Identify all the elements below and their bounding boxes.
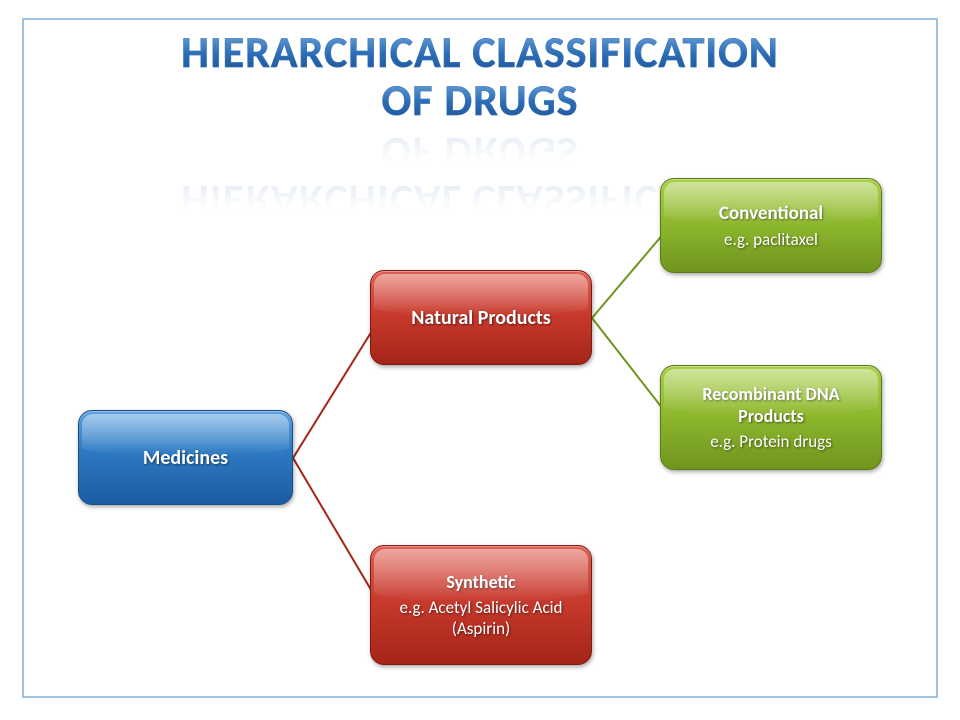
node-synthetic: Synthetic e.g. Acetyl Salicylic Acid (Asp… <box>370 545 592 665</box>
node-medicines: Medicines <box>78 410 293 505</box>
page-title: HIERARCHICAL CLASSIFICATION OF DRUGS <box>0 28 960 125</box>
title-line-1: HIERARCHICAL CLASSIFICATION <box>181 25 779 79</box>
node-label-main: Conventional <box>719 202 823 225</box>
node-conventional: Conventional e.g. paclitaxel <box>660 178 882 273</box>
node-label-main: Medicines <box>143 446 228 470</box>
node-recombinant: Recombinant DNA Products e.g. Protein dru… <box>660 365 882 470</box>
node-label-sub: e.g. Acetyl Salicylic Acid (Aspirin) <box>383 597 579 639</box>
title-line-2: OF DRUGS <box>382 73 579 127</box>
node-label-sub: e.g. paclitaxel <box>724 229 818 250</box>
node-label-main: Synthetic <box>446 571 515 593</box>
node-label-main: Natural Products <box>411 306 551 330</box>
node-label-main: Recombinant DNA Products <box>673 383 869 427</box>
node-natural: Natural Products <box>370 270 592 365</box>
node-label-sub: e.g. Protein drugs <box>710 431 832 452</box>
